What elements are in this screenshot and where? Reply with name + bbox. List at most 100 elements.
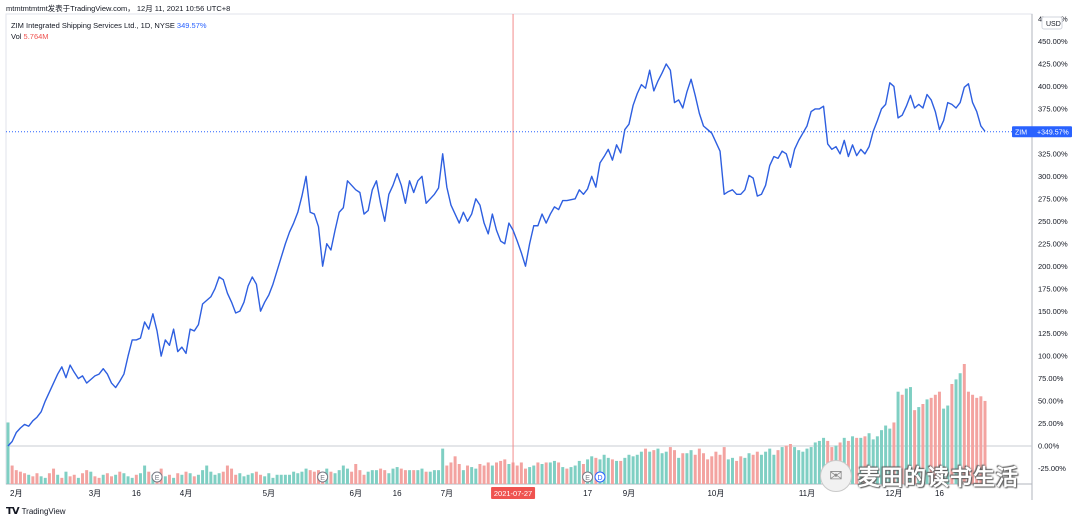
- volume-bar: [366, 471, 370, 484]
- volume-bar: [395, 467, 399, 484]
- volume-bar: [114, 474, 118, 484]
- volume-bar: [453, 456, 457, 484]
- volume-bar: [718, 454, 722, 484]
- earnings-marker: [582, 471, 594, 483]
- volume-bar: [925, 399, 929, 484]
- volume-bar: [867, 433, 871, 484]
- volume-bar: [383, 470, 387, 484]
- volume-bar: [147, 471, 151, 484]
- volume-bar: [743, 457, 747, 484]
- volume-bar: [43, 477, 47, 484]
- volume-bar: [755, 451, 759, 484]
- volume-bar: [631, 456, 635, 484]
- watermark: ✉ 麦田的读书生活: [820, 452, 1052, 500]
- volume-bar: [370, 470, 374, 484]
- volume-bar: [842, 437, 846, 484]
- volume-bar: [983, 400, 987, 484]
- volume-bar: [126, 476, 130, 484]
- volume-bar: [706, 459, 710, 484]
- volume-bar: [602, 454, 606, 484]
- watermark-text: 麦田的读书生活: [858, 466, 1020, 491]
- volume-bar: [908, 387, 912, 484]
- volume-bar: [97, 477, 101, 484]
- y-tick-label: 75.00%: [1038, 374, 1064, 383]
- y-tick-label: 375.00%: [1038, 104, 1068, 113]
- volume-bar: [863, 436, 867, 484]
- volume-bar: [163, 476, 167, 484]
- event-marker-label: E: [320, 475, 325, 482]
- volume-bar: [962, 364, 966, 484]
- volume-bar: [399, 468, 403, 484]
- plot-frame: [5, 13, 1033, 485]
- volume-bar: [880, 430, 883, 484]
- volume-bar: [929, 397, 933, 484]
- volume-bar: [93, 476, 97, 484]
- volume-bar: [644, 448, 648, 484]
- volume-bar: [449, 462, 453, 484]
- volume-bar: [374, 470, 378, 484]
- volume-bar: [793, 447, 797, 484]
- volume-legend[interactable]: Vol 5.764M: [11, 32, 49, 41]
- volume-bar: [130, 477, 134, 484]
- volume-bar: [950, 384, 954, 484]
- y-tick-label: 200.00%: [1038, 262, 1068, 271]
- publisher-text: mtmtmtmtmt发表于TradingView.com， 12月 11, 20…: [6, 4, 231, 13]
- volume-bar: [685, 453, 689, 484]
- y-tick-label: 125.00%: [1038, 329, 1068, 338]
- tradingview-logo-icon: 𝗧𝗩: [6, 506, 20, 517]
- volume-bar: [259, 474, 263, 484]
- last-value-text: +349.57%: [1037, 129, 1069, 136]
- volume-bar: [954, 379, 958, 484]
- volume-bar: [420, 468, 424, 484]
- symbol-legend[interactable]: ZIM Integrated Shipping Services Ltd., 1…: [11, 21, 207, 30]
- volume-bar: [871, 439, 875, 484]
- volume-bar: [428, 471, 432, 484]
- x-tick-label: 11月: [799, 489, 815, 498]
- volume-bar: [192, 476, 196, 484]
- volume-bar: [122, 473, 126, 484]
- volume-bar: [337, 470, 341, 484]
- x-tick-label: 17: [583, 489, 592, 498]
- volume-bar: [702, 453, 705, 484]
- volume-bar: [784, 445, 788, 484]
- volume-bar: [85, 470, 89, 484]
- volume-bar: [933, 394, 937, 484]
- x-tick-label: 2月: [10, 489, 22, 498]
- volume-bar: [772, 454, 776, 484]
- volume-bar: [532, 465, 536, 484]
- volume-bar: [495, 462, 498, 484]
- volume-bar: [569, 467, 573, 484]
- volume-bar: [254, 471, 258, 484]
- volume-bar: [76, 477, 80, 484]
- volume-bar: [412, 470, 416, 484]
- volume-bar: [27, 474, 31, 484]
- volume-bar: [627, 454, 631, 484]
- volume-bar: [610, 459, 614, 484]
- volume-bar: [217, 473, 221, 484]
- symbol-name: ZIM Integrated Shipping Services Ltd., 1…: [11, 21, 175, 30]
- y-tick-label: 150.00%: [1038, 307, 1068, 316]
- volume-bar: [590, 456, 594, 484]
- volume-bar: [900, 394, 904, 484]
- volume-bar: [536, 462, 540, 484]
- volume-bar: [714, 451, 718, 484]
- volume-bar: [6, 422, 10, 484]
- volume-bar: [358, 470, 362, 484]
- volume-bar: [432, 470, 436, 484]
- volume-bar: [31, 476, 35, 484]
- volume-bar: [172, 477, 176, 484]
- volume-bar: [764, 451, 768, 484]
- volume-bar: [693, 454, 697, 484]
- y-tick-label: 250.00%: [1038, 217, 1068, 226]
- tradingview-logo[interactable]: 𝗧𝗩 TradingView: [6, 506, 66, 517]
- volume-bar: [552, 460, 556, 484]
- volume-bar: [503, 459, 507, 484]
- volume-bar: [681, 453, 685, 484]
- y-tick-label: 100.00%: [1038, 352, 1068, 361]
- volume-bar: [884, 425, 888, 484]
- volume-bar: [56, 474, 60, 484]
- volume-bar: [486, 462, 490, 484]
- volume-bar: [677, 457, 681, 484]
